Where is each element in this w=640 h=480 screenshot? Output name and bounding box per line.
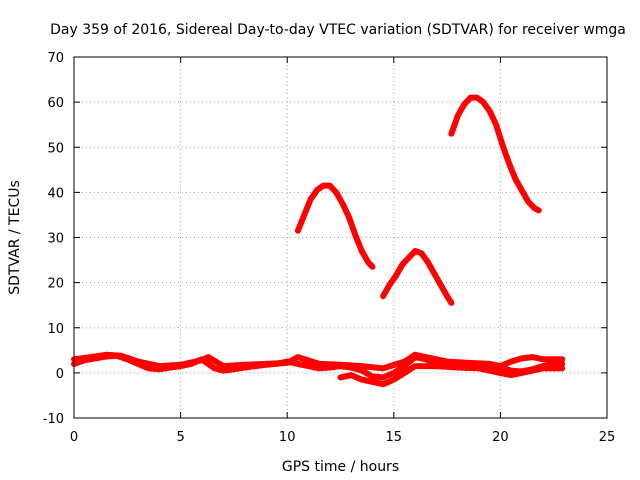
x-tick-label: 20 [492, 430, 509, 445]
x-tick-label: 15 [386, 430, 403, 445]
y-tick-label: 30 [47, 232, 64, 247]
y-tick-label: 10 [47, 322, 64, 337]
y-tick-label: 0 [56, 367, 64, 382]
series-baseline-upper [71, 351, 566, 372]
series-arc-1 [294, 182, 376, 270]
y-tick-label: -10 [43, 412, 64, 427]
x-tick-label: 10 [279, 430, 296, 445]
y-tick-label: 60 [47, 96, 64, 111]
x-axis-label: GPS time / hours [282, 459, 399, 475]
y-tick-label: 70 [47, 51, 64, 66]
y-tick-label: 40 [47, 186, 64, 201]
series-arc-3 [448, 94, 542, 214]
y-tick-label: 20 [47, 277, 64, 292]
data-series [71, 94, 566, 388]
chart-title: Day 359 of 2016, Sidereal Day-to-day VTE… [50, 22, 626, 38]
y-tick-label: 50 [47, 141, 64, 156]
x-tick-label: 25 [599, 430, 616, 445]
series-baseline-lower [337, 363, 566, 388]
series-arc-2 [380, 248, 455, 306]
y-axis-label: SDTVAR / TECUs [7, 180, 23, 295]
axis-ticks: 0 5 10 15 20 25 -10 0 10 20 30 40 50 60 70 [43, 51, 616, 445]
x-tick-label: 0 [70, 430, 78, 445]
x-tick-label: 5 [176, 430, 184, 445]
